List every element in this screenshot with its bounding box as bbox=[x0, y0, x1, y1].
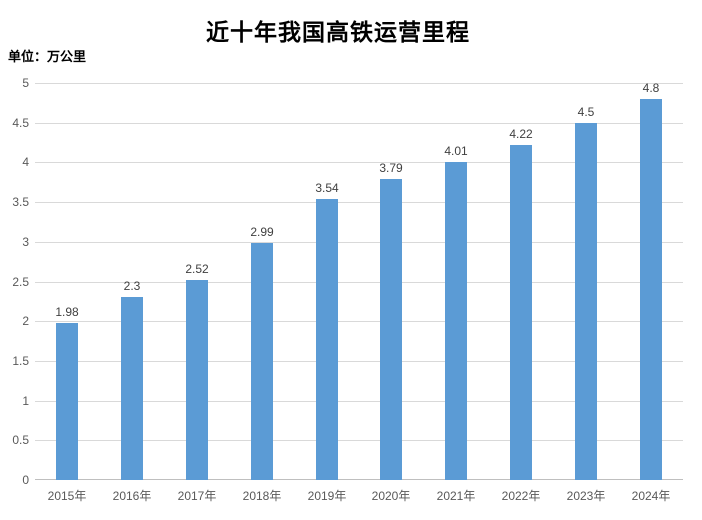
gridline bbox=[35, 202, 683, 203]
y-tick-label: 5 bbox=[22, 76, 29, 90]
x-tick-label: 2016年 bbox=[112, 489, 152, 503]
bar bbox=[251, 243, 273, 480]
y-tick-label: 4.5 bbox=[12, 116, 29, 130]
bar bbox=[380, 179, 402, 480]
bar bbox=[510, 145, 532, 480]
bar bbox=[575, 123, 597, 480]
bar bbox=[640, 99, 662, 480]
x-tick-label: 2024年 bbox=[631, 489, 671, 503]
chart-title: 近十年我国高铁运营里程 bbox=[206, 19, 470, 46]
y-tick-label: 1.5 bbox=[12, 354, 29, 368]
x-tick-label: 2023年 bbox=[566, 489, 606, 503]
gridline bbox=[35, 282, 683, 283]
bar-data-label: 2.99 bbox=[250, 225, 274, 239]
gridline bbox=[35, 361, 683, 362]
bar bbox=[56, 323, 78, 480]
gridline bbox=[35, 321, 683, 322]
x-tick-label: 2018年 bbox=[242, 489, 282, 503]
bar-data-label: 3.79 bbox=[379, 161, 403, 175]
unit-label: 单位：万公里 bbox=[8, 49, 87, 64]
x-tick-label: 2019年 bbox=[307, 489, 347, 503]
bar-data-label: 4.8 bbox=[642, 81, 660, 95]
y-tick-label: 1 bbox=[22, 394, 29, 408]
bar bbox=[445, 162, 467, 480]
gridline bbox=[35, 440, 683, 441]
y-tick-label: 0.5 bbox=[12, 433, 29, 447]
bar-data-label: 2.3 bbox=[123, 279, 141, 293]
y-tick-label: 3 bbox=[22, 235, 29, 249]
bar-data-label: 4.5 bbox=[577, 105, 595, 119]
bar bbox=[316, 199, 338, 480]
y-tick-label: 0 bbox=[22, 473, 29, 487]
x-tick-label: 2015年 bbox=[47, 489, 87, 503]
gridline bbox=[35, 123, 683, 124]
gridline bbox=[35, 162, 683, 163]
x-tick-label: 2017年 bbox=[177, 489, 217, 503]
plot-area: 0 0.5 1 1.5 2 2.5 3 3.5 4 4.5 5 1.98 2.3 2.52 2.99 3.5… bbox=[12, 76, 683, 503]
x-axis-line bbox=[35, 479, 683, 480]
bar-data-label: 3.54 bbox=[315, 181, 339, 195]
gridline bbox=[35, 242, 683, 243]
y-tick-label: 3.5 bbox=[12, 195, 29, 209]
x-tick-label: 2020年 bbox=[371, 489, 411, 503]
x-tick-label: 2021年 bbox=[436, 489, 476, 503]
y-tick-label: 2 bbox=[22, 314, 29, 328]
x-tick-label: 2022年 bbox=[501, 489, 541, 503]
gridline bbox=[35, 83, 683, 84]
bar bbox=[121, 297, 143, 480]
bar bbox=[186, 280, 208, 480]
bar-data-label: 1.98 bbox=[55, 305, 79, 319]
bar-data-label: 4.01 bbox=[444, 144, 468, 158]
bar-data-label: 2.52 bbox=[185, 262, 209, 276]
y-tick-label: 2.5 bbox=[12, 275, 29, 289]
gridline bbox=[35, 401, 683, 402]
bar-data-label: 4.22 bbox=[509, 127, 533, 141]
y-tick-label: 4 bbox=[22, 155, 29, 169]
